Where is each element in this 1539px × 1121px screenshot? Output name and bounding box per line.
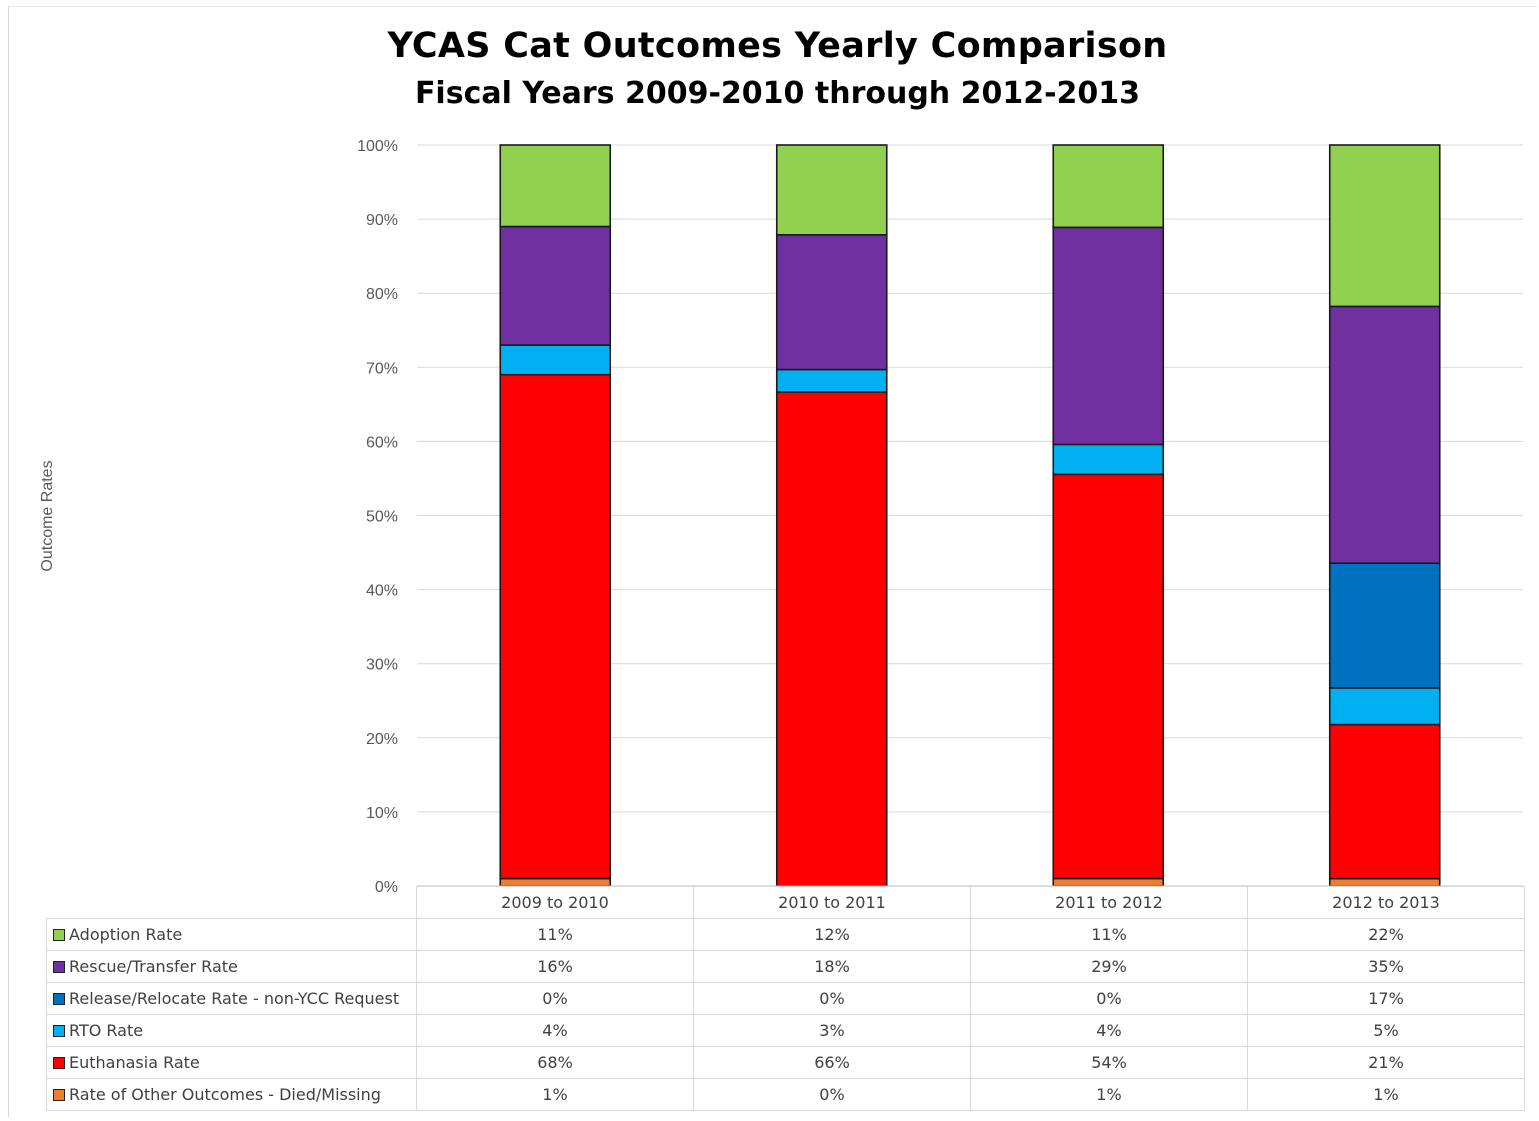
series-name: Rate of Other Outcomes - Died/Missing: [69, 1085, 381, 1104]
y-tick-label: 100%: [357, 138, 398, 155]
y-tick-label: 40%: [366, 583, 398, 600]
data-value-cell: 1%: [416, 1078, 694, 1111]
data-value-cell: 12%: [693, 918, 971, 951]
bar-segment: [775, 234, 888, 371]
legend-key-swatch: [53, 993, 65, 1005]
series-legend-cell: Adoption Rate: [46, 918, 417, 951]
bar-segment: [1052, 473, 1165, 880]
data-value-cell: 0%: [416, 982, 694, 1015]
bar-segment: [1052, 877, 1165, 887]
legend-key-swatch: [53, 961, 65, 973]
y-tick-label: 20%: [366, 731, 398, 748]
bar-segment: [1328, 687, 1441, 726]
category-label: 2010 to 2011: [693, 886, 971, 919]
series-name: Adoption Rate: [69, 925, 183, 944]
data-value-cell: 66%: [693, 1046, 971, 1079]
bar-segment: [1328, 305, 1441, 564]
data-value-cell: 29%: [970, 950, 1248, 983]
data-value-cell: 0%: [970, 982, 1248, 1015]
series-name: Euthanasia Rate: [69, 1053, 200, 1072]
data-value-cell: 1%: [970, 1078, 1248, 1111]
bar-segment: [1328, 144, 1441, 308]
bar-segment: [775, 144, 888, 236]
data-table-row: Release/Relocate Rate - non-YCC Request 0…: [46, 982, 1525, 1015]
data-value-cell: 54%: [970, 1046, 1248, 1079]
data-table-header-row: 2009 to 2010 2010 to 2011 2011 to 2012 2…: [46, 886, 1525, 919]
category-label: 2011 to 2012: [970, 886, 1248, 919]
series-legend-cell: RTO Rate: [46, 1014, 417, 1047]
data-table: 2009 to 2010 2010 to 2011 2011 to 2012 2…: [46, 886, 1525, 1111]
data-value-cell: 18%: [693, 950, 971, 983]
bar-segment: [499, 373, 612, 880]
y-tick-label: 10%: [366, 805, 398, 822]
data-value-cell: 1%: [1247, 1078, 1525, 1111]
y-tick-label: 50%: [366, 509, 398, 526]
data-value-cell: 3%: [693, 1014, 971, 1047]
y-tick-label: 90%: [366, 212, 398, 229]
bar-segment: [775, 368, 888, 393]
bar-segment: [1328, 877, 1441, 887]
data-value-cell: 17%: [1247, 982, 1525, 1015]
data-table-row: Rescue/Transfer Rate 16% 18% 29% 35%: [46, 950, 1525, 983]
data-table-row: Adoption Rate 11% 12% 11% 22%: [46, 918, 1525, 951]
legend-key-swatch: [53, 929, 65, 941]
data-table-row: Rate of Other Outcomes - Died/Missing 1% 0…: [46, 1078, 1525, 1111]
legend-key-swatch: [53, 1025, 65, 1037]
series-legend-cell: Release/Relocate Rate - non-YCC Request: [46, 982, 417, 1015]
data-value-cell: 35%: [1247, 950, 1525, 983]
data-value-cell: 21%: [1247, 1046, 1525, 1079]
series-name: RTO Rate: [69, 1021, 144, 1040]
bar-segment: [1052, 144, 1165, 229]
bar-segment: [775, 391, 888, 887]
legend-key-swatch: [53, 1089, 65, 1101]
data-value-cell: 0%: [693, 982, 971, 1015]
bar-segment: [499, 225, 612, 346]
series-legend-cell: Euthanasia Rate: [46, 1046, 417, 1079]
chart-title: YCAS Cat Outcomes Yearly Comparison: [387, 26, 1168, 66]
data-table-row: Euthanasia Rate 68% 66% 54% 21%: [46, 1046, 1525, 1079]
bar-segment: [499, 877, 612, 887]
bar-segment: [499, 344, 612, 376]
bar-segment: [1328, 562, 1441, 689]
y-tick-label: 60%: [366, 434, 398, 451]
chart-frame: [8, 6, 1537, 1117]
bar-segment: [499, 144, 612, 228]
data-value-cell: 11%: [416, 918, 694, 951]
data-value-cell: 22%: [1247, 918, 1525, 951]
data-table-row: RTO Rate 4% 3% 4% 5%: [46, 1014, 1525, 1047]
data-value-cell: 11%: [970, 918, 1248, 951]
y-tick-label: 30%: [366, 657, 398, 674]
y-tick-label: 70%: [366, 360, 398, 377]
series-legend-cell: Rate of Other Outcomes - Died/Missing: [46, 1078, 417, 1111]
category-label: 2012 to 2013: [1247, 886, 1525, 919]
data-value-cell: 4%: [970, 1014, 1248, 1047]
data-value-cell: 5%: [1247, 1014, 1525, 1047]
category-label: 2009 to 2010: [416, 886, 694, 919]
series-name: Release/Relocate Rate - non-YCC Request: [69, 989, 400, 1008]
legend-key-swatch: [53, 1057, 65, 1069]
data-value-cell: 16%: [416, 950, 694, 983]
data-value-cell: 68%: [416, 1046, 694, 1079]
bar-segment: [1052, 226, 1165, 446]
data-value-cell: 4%: [416, 1014, 694, 1047]
y-tick-label: 80%: [366, 286, 398, 303]
data-value-cell: 0%: [693, 1078, 971, 1111]
chart-subtitle: Fiscal Years 2009-2010 through 2012-2013: [414, 76, 1141, 111]
bar-segment: [1052, 443, 1165, 476]
data-table-corner: [46, 886, 417, 919]
series-legend-cell: Rescue/Transfer Rate: [46, 950, 417, 983]
series-name: Rescue/Transfer Rate: [69, 957, 238, 976]
bar-segment: [1328, 723, 1441, 880]
